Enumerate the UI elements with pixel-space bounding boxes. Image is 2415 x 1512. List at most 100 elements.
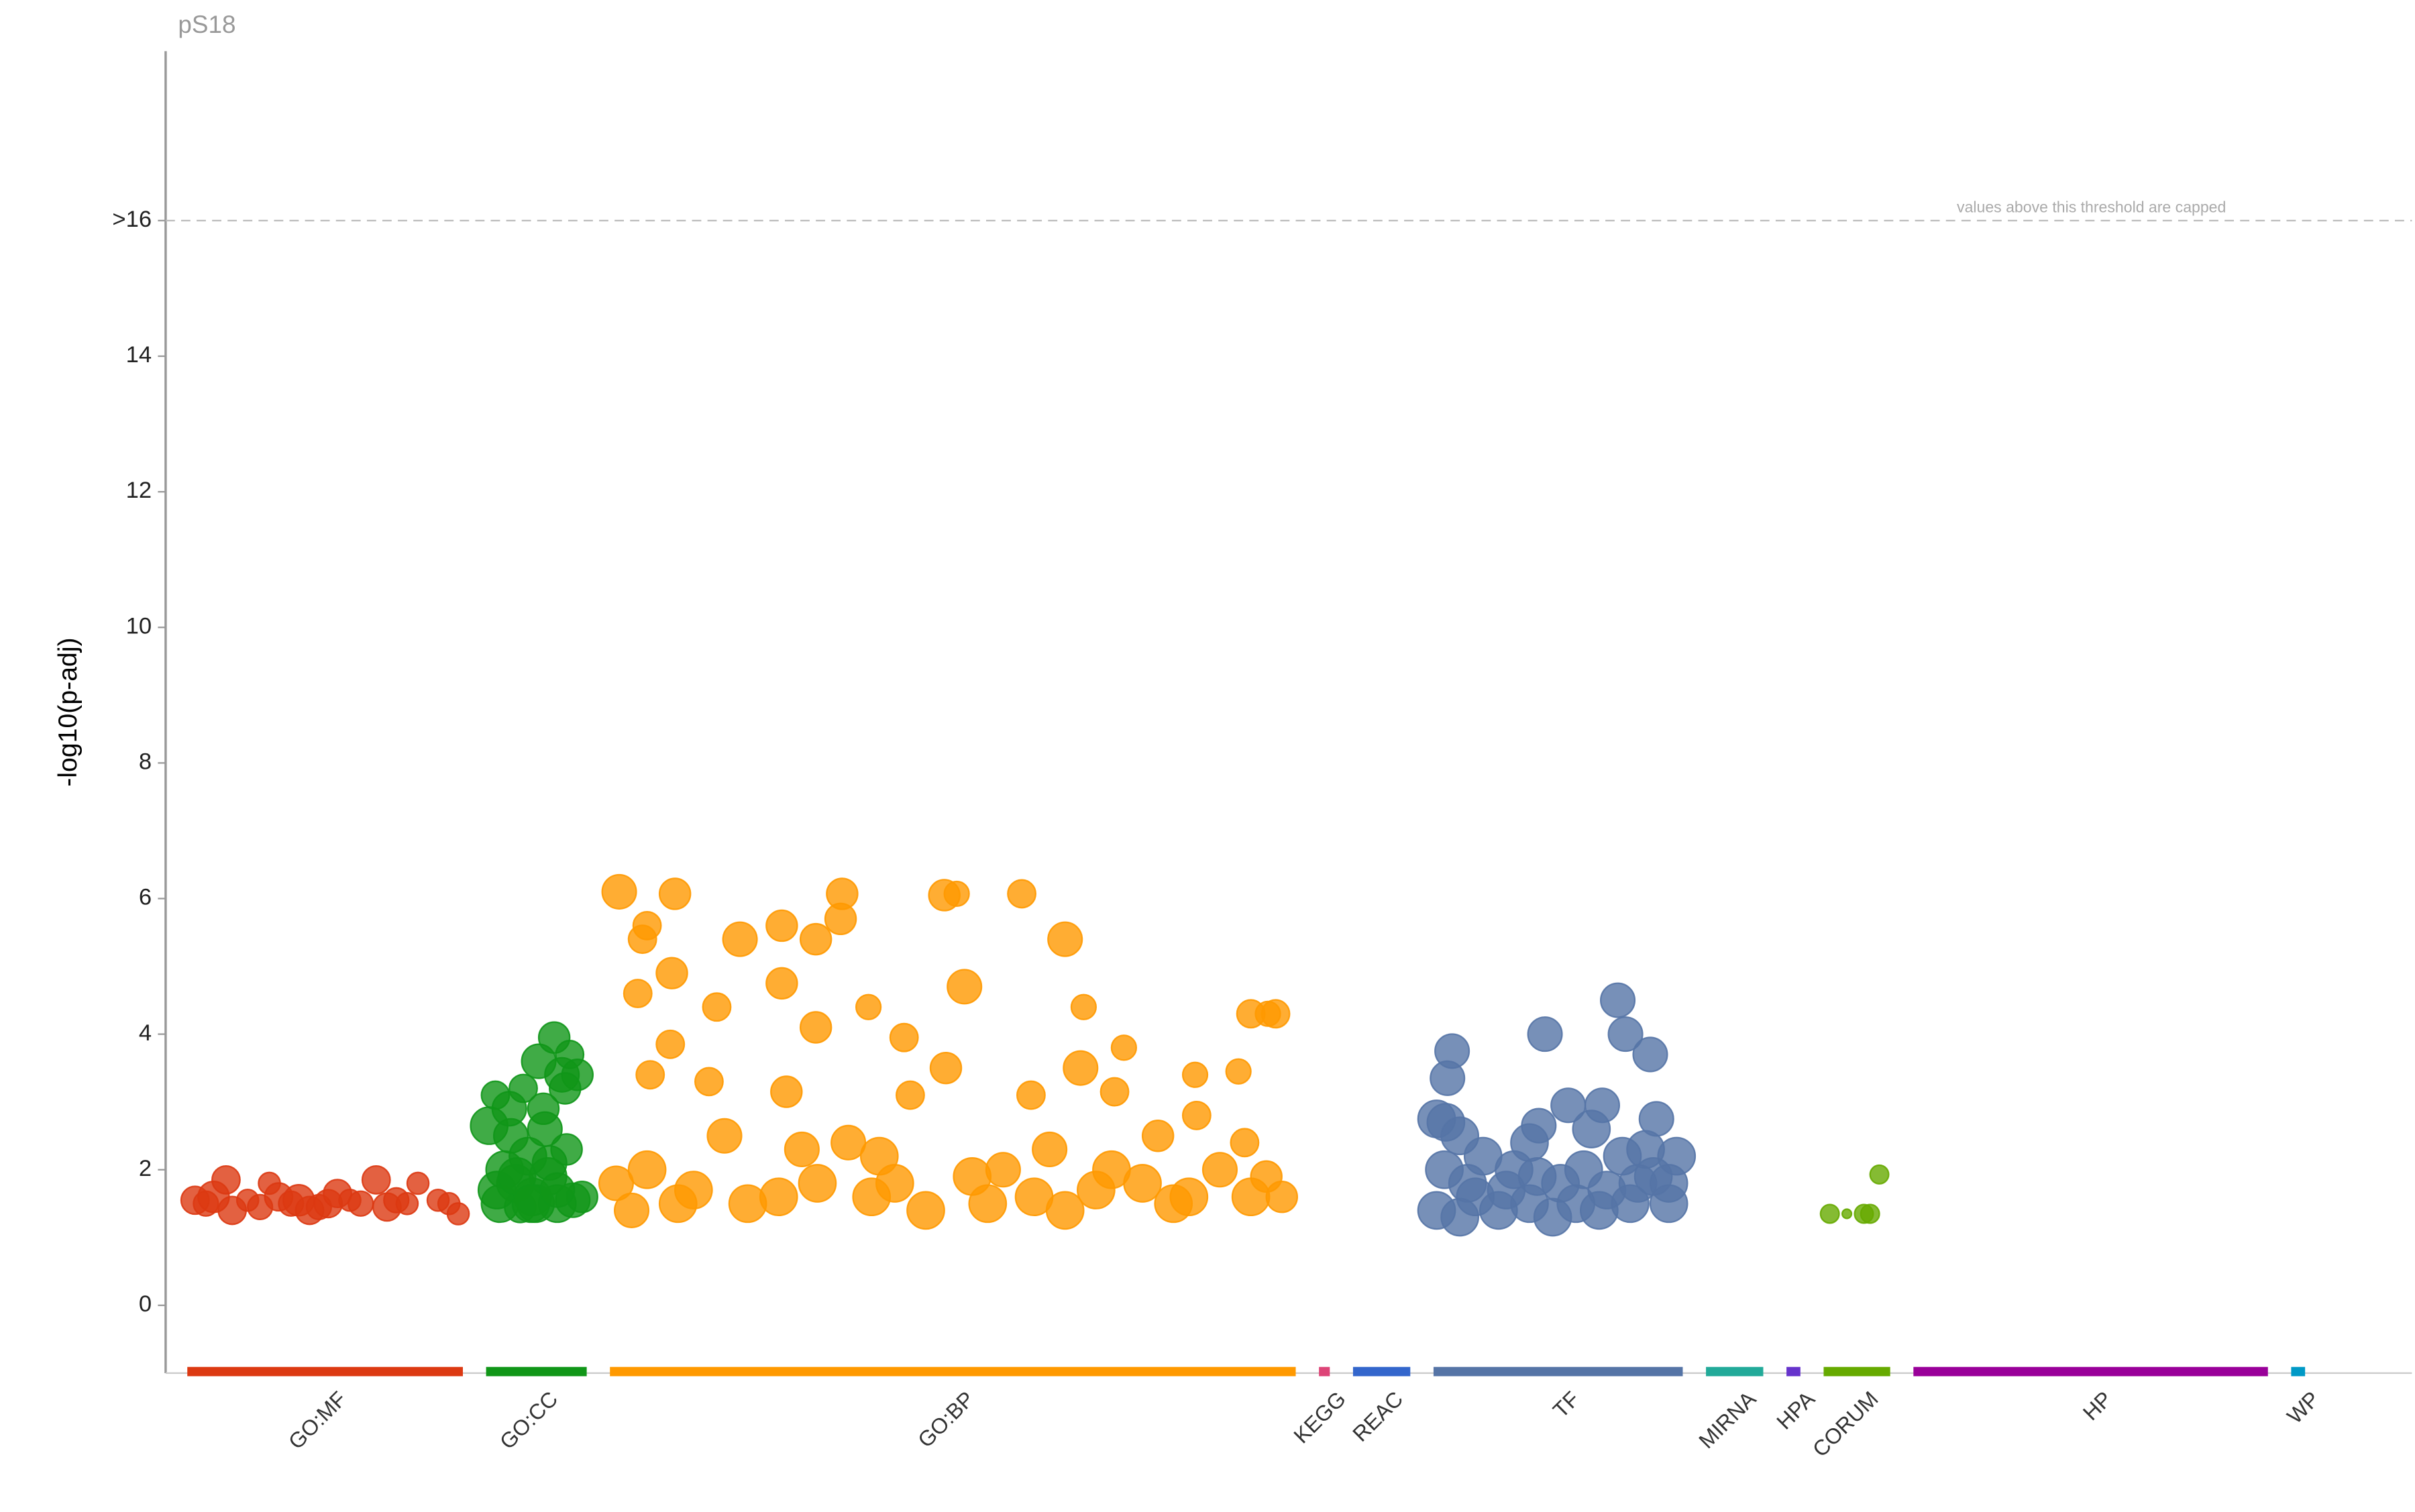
term-point [1045,1191,1085,1230]
term-point [1819,1203,1840,1224]
term-point [1230,1128,1260,1158]
term-point [1099,1077,1130,1107]
source-band [1352,1366,1411,1376]
y-tick-label: 14 [126,342,152,368]
term-point [1032,1131,1068,1167]
y-tick-label: 8 [139,749,152,775]
term-point [1657,1136,1697,1176]
term-point [1632,1036,1668,1073]
source-band [1913,1366,2268,1376]
source-band [187,1366,463,1376]
term-point [491,1091,527,1127]
term-point [658,1184,698,1224]
term-point [824,902,857,936]
y-tick-label: 4 [139,1020,152,1046]
term-point [361,1165,391,1195]
term-point [446,1202,470,1226]
y-tick-label: 12 [126,478,152,503]
term-point [635,1060,665,1090]
term-point [1110,1034,1137,1061]
term-point [722,921,758,957]
term-point [211,1165,241,1195]
term-point [1618,1164,1658,1203]
term-point [1869,1164,1890,1185]
term-point [694,1067,724,1097]
term-point [1201,1152,1238,1188]
term-point [765,909,798,942]
term-point [896,1080,925,1110]
term-point [830,1124,867,1160]
source-label: KEGG [1289,1387,1350,1448]
term-point [985,1152,1021,1188]
y-tick-label: 2 [139,1156,152,1181]
source-band [486,1366,587,1376]
term-point [770,1075,803,1108]
term-point [1572,1110,1611,1148]
term-point [1517,1157,1557,1196]
source-band [2291,1366,2306,1376]
term-point [1860,1203,1880,1224]
term-point [1527,1016,1563,1052]
term-point [1181,1100,1212,1130]
source-label: GO:CC [495,1387,562,1454]
term-point [1047,921,1083,957]
term-point [395,1191,419,1216]
term-point [1007,879,1036,909]
source-label: TF [1548,1387,1584,1422]
term-point [601,873,637,910]
source-label: CORUM [1808,1387,1883,1462]
term-point [1510,1123,1549,1163]
term-point [1225,1058,1252,1085]
chart-title: pS18 [178,11,235,38]
term-point [658,877,692,910]
term-point [1016,1080,1046,1110]
term-point [347,1190,374,1217]
source-label: GO:BP [913,1387,979,1452]
source-band [1786,1366,1801,1376]
source-label: HP [2078,1387,2116,1425]
term-point [706,1118,743,1154]
source-band [1706,1366,1764,1376]
term-point [1092,1150,1131,1189]
term-point [1141,1120,1175,1152]
term-point [702,992,732,1022]
term-point [784,1131,820,1167]
term-point [765,967,798,1000]
y-tick-label: >16 [112,207,152,232]
source-label: HPA [1772,1387,1819,1434]
term-point [943,880,970,908]
source-band [610,1366,1296,1376]
term-point [406,1171,430,1195]
term-point [906,1191,945,1230]
source-band [1433,1366,1683,1376]
term-point [1070,993,1097,1020]
term-point [947,969,983,1005]
term-point [855,993,882,1020]
source-band [1823,1366,1890,1376]
source-label: WP [2282,1387,2324,1428]
y-tick-label: 10 [126,613,152,639]
term-point [1430,1060,1466,1096]
term-point [798,1164,837,1203]
term-point [598,1165,634,1201]
term-point [759,1177,798,1217]
term-point [875,1164,914,1203]
term-point [549,1072,582,1105]
term-point [929,1051,963,1085]
term-point [1600,982,1636,1018]
term-point [632,911,662,940]
source-label: MIRNA [1694,1387,1760,1453]
term-point [613,1192,650,1228]
term-point [627,1150,667,1189]
term-point [799,1011,833,1044]
term-point [889,1022,919,1052]
source-label: REAC [1348,1387,1407,1446]
term-point [655,957,688,989]
threshold-annotation: values above this threshold are capped [1957,198,2226,215]
source-band [1319,1366,1330,1376]
term-point [655,1029,686,1059]
term-point [1169,1177,1209,1217]
term-point [1063,1050,1099,1086]
